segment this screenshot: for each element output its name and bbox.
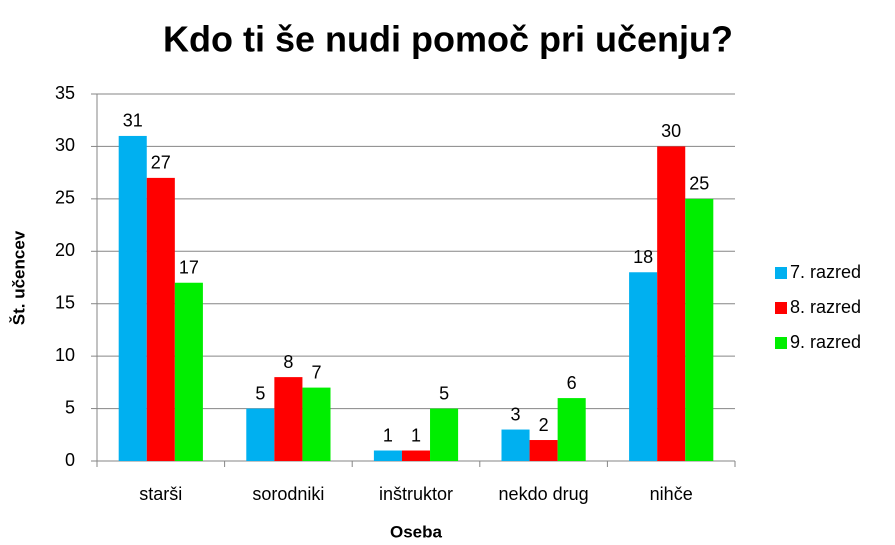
data-label: 30 (661, 121, 681, 141)
bar (685, 198, 714, 461)
data-label: 8 (283, 352, 293, 372)
data-label: 6 (567, 373, 577, 393)
data-label: 1 (383, 425, 393, 445)
y-tick-label: 15 (55, 292, 75, 312)
bar (501, 429, 530, 461)
bar (246, 408, 275, 461)
chart-title: Kdo ti še nudi pomoč pri učenju? (163, 19, 733, 60)
y-axis-label: Št. učencev (9, 230, 28, 325)
bar (118, 135, 147, 461)
x-axis-label: Oseba (390, 522, 443, 541)
x-tick-label: nihče (650, 484, 693, 504)
data-label: 3 (511, 404, 521, 424)
x-tick-label: sorodniki (252, 484, 324, 504)
data-label: 25 (689, 174, 709, 194)
legend-label: 8. razred (790, 297, 861, 317)
data-label: 2 (539, 415, 549, 435)
data-label: 7 (311, 362, 321, 382)
bar (401, 450, 431, 461)
bar (274, 377, 303, 461)
bar (657, 146, 686, 461)
bar (302, 387, 331, 461)
legend-swatch (775, 302, 787, 314)
data-label: 5 (439, 383, 449, 403)
y-tick-label: 0 (65, 450, 75, 470)
bar (529, 440, 558, 461)
data-label: 5 (255, 383, 265, 403)
legend-swatch (775, 337, 787, 349)
bar (174, 282, 203, 461)
data-label: 1 (411, 425, 421, 445)
data-label: 31 (123, 111, 143, 131)
y-tick-label: 25 (55, 188, 75, 208)
legend-label: 9. razred (790, 332, 861, 352)
y-tick-label: 20 (55, 240, 75, 260)
bar (373, 450, 402, 461)
bar (146, 177, 175, 461)
y-tick-label: 5 (65, 397, 75, 417)
y-tick-label: 10 (55, 345, 75, 365)
bar (430, 408, 459, 461)
legend-swatch (775, 267, 787, 279)
y-tick-label: 30 (55, 135, 75, 155)
x-tick-label: inštruktor (379, 484, 453, 504)
data-label: 27 (151, 153, 171, 173)
bar (557, 398, 586, 461)
x-tick-label: nekdo drug (499, 484, 589, 504)
bar (629, 272, 658, 461)
x-tick-label: starši (139, 484, 182, 504)
data-label: 17 (179, 257, 199, 277)
legend-label: 7. razred (790, 262, 861, 282)
data-label: 18 (633, 247, 653, 267)
y-tick-label: 35 (55, 83, 75, 103)
